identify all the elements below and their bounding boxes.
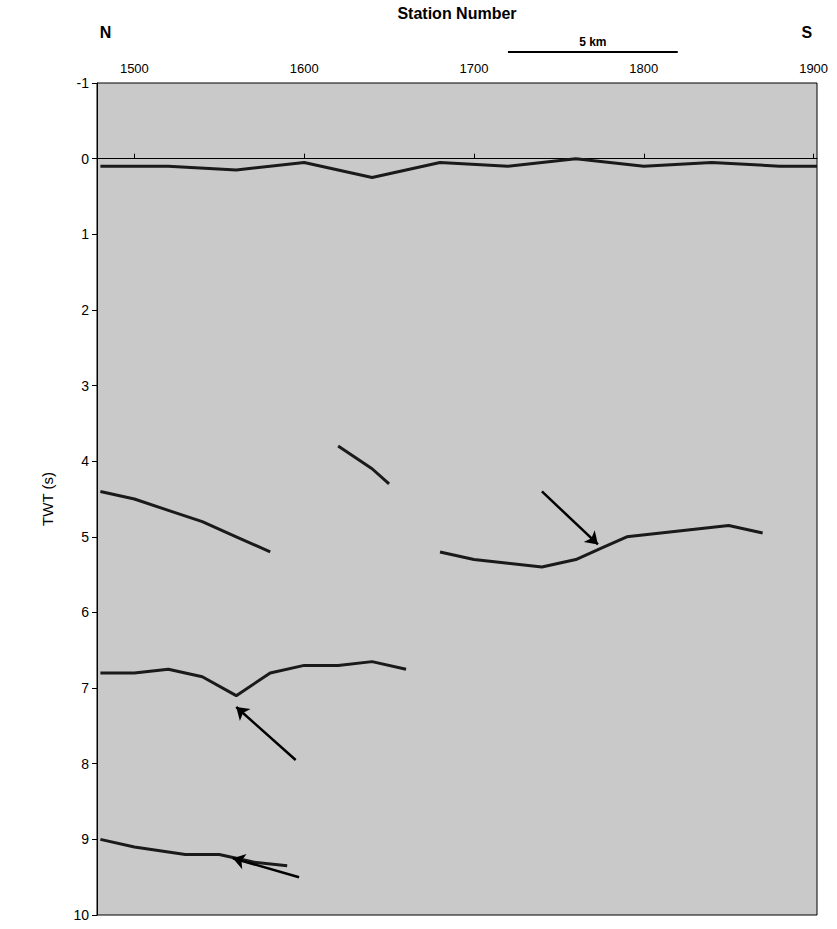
svg-text:1800: 1800 [629, 61, 658, 76]
svg-text:2: 2 [81, 302, 89, 318]
svg-text:6: 6 [81, 604, 89, 620]
svg-text:1700: 1700 [460, 61, 489, 76]
svg-text:9: 9 [81, 831, 89, 847]
svg-text:1900: 1900 [799, 61, 828, 76]
svg-text:1: 1 [81, 226, 89, 242]
svg-text:5 km: 5 km [579, 35, 606, 49]
svg-text:1500: 1500 [120, 61, 149, 76]
svg-text:0: 0 [81, 151, 89, 167]
svg-text:10: 10 [73, 907, 89, 923]
svg-text:N: N [100, 24, 112, 41]
svg-text:4: 4 [81, 453, 89, 469]
svg-text:Station Number: Station Number [397, 5, 516, 22]
svg-text:S: S [801, 24, 812, 41]
svg-text:-1: -1 [77, 75, 90, 91]
svg-text:5: 5 [81, 529, 89, 545]
svg-text:1600: 1600 [290, 61, 319, 76]
svg-text:8: 8 [81, 756, 89, 772]
svg-text:TWT (s): TWT (s) [39, 472, 56, 526]
svg-text:3: 3 [81, 378, 89, 394]
svg-text:7: 7 [81, 680, 89, 696]
